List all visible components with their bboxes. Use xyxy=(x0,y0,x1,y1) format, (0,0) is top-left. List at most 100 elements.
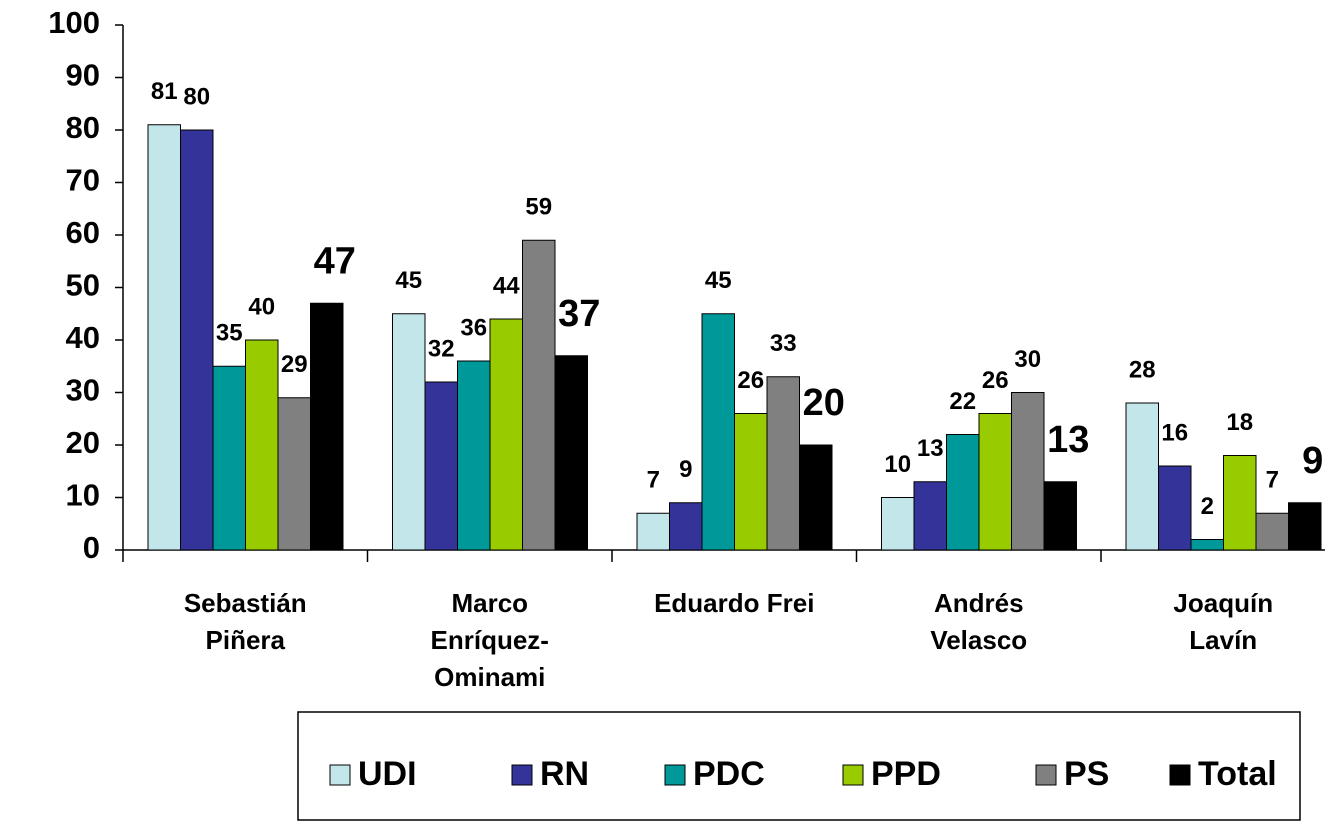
data-label: 81 xyxy=(151,78,178,105)
data-label: 36 xyxy=(460,314,487,341)
legend-label: Total xyxy=(1198,755,1277,793)
data-label: 32 xyxy=(428,335,455,362)
y-tick-label: 70 xyxy=(66,163,100,198)
data-label: 26 xyxy=(982,367,1009,394)
bar xyxy=(489,318,523,551)
y-tick-label: 90 xyxy=(66,58,100,93)
x-tick-label-line: Eduardo Frei xyxy=(654,588,814,618)
legend-label: UDI xyxy=(358,755,417,793)
bar xyxy=(277,397,311,551)
data-label: 26 xyxy=(737,367,764,394)
bar xyxy=(701,313,735,551)
x-tick-label: Andrés Velasco xyxy=(930,588,1027,655)
bar xyxy=(946,434,980,551)
y-tick-label: 40 xyxy=(66,320,100,355)
data-label: 9 xyxy=(679,456,692,483)
data-label: 13 xyxy=(1047,419,1089,461)
bar xyxy=(522,239,556,551)
bar xyxy=(310,302,344,551)
y-tick-label: 60 xyxy=(66,215,100,250)
x-tick-label: Marco Enríquez- Ominami xyxy=(431,588,549,692)
bar xyxy=(1158,465,1192,551)
data-label: 44 xyxy=(493,272,520,299)
bar xyxy=(212,365,246,551)
legend-swatch xyxy=(329,764,351,786)
bar xyxy=(1011,392,1045,551)
legend-swatch xyxy=(1169,764,1191,786)
data-label: 40 xyxy=(248,293,275,320)
legend-swatch xyxy=(1035,764,1057,786)
data-label: 30 xyxy=(1014,346,1041,373)
legend-label: RN xyxy=(540,755,589,793)
y-tick-label: 10 xyxy=(66,478,100,513)
y-tick-label: 30 xyxy=(66,373,100,408)
data-label: 20 xyxy=(803,382,845,424)
bar xyxy=(881,497,915,551)
data-label: 7 xyxy=(1266,467,1279,494)
bar xyxy=(1125,402,1159,551)
data-label: 80 xyxy=(183,83,210,110)
x-tick-label: Sebastián Piñera xyxy=(184,588,307,655)
data-label: 59 xyxy=(525,194,552,221)
data-label: 37 xyxy=(558,293,600,335)
bar xyxy=(554,355,588,551)
bar xyxy=(424,381,458,551)
bar xyxy=(734,413,768,551)
legend-label: PDC xyxy=(693,755,765,793)
legend-label: PPD xyxy=(871,755,941,793)
x-tick-label-line: Andrés xyxy=(934,588,1024,618)
y-tick-label: 20 xyxy=(66,425,100,460)
data-label: 18 xyxy=(1226,409,1253,436)
bar xyxy=(636,512,670,551)
x-tick-label: Eduardo Frei xyxy=(654,588,814,618)
x-tick-label: Joaquín Lavín xyxy=(1173,588,1273,655)
data-label: 7 xyxy=(647,467,660,494)
data-label: 16 xyxy=(1161,419,1188,446)
bar xyxy=(392,313,426,551)
y-tick-label: 50 xyxy=(66,268,100,303)
data-label: 28 xyxy=(1129,356,1156,383)
legend-box xyxy=(297,711,1301,821)
data-label: 35 xyxy=(216,320,243,347)
x-tick-label-line: Piñera xyxy=(206,625,286,655)
legend-swatch xyxy=(664,764,686,786)
x-tick-label-line: Lavín xyxy=(1189,625,1257,655)
bar xyxy=(799,444,833,551)
data-label: 9 xyxy=(1302,440,1323,482)
bar xyxy=(766,376,800,551)
bar xyxy=(457,360,491,551)
data-label: 13 xyxy=(917,435,944,462)
x-tick-label-line: Velasco xyxy=(930,625,1027,655)
data-label: 10 xyxy=(884,451,911,478)
x-tick-label-line: Joaquín xyxy=(1173,588,1273,618)
y-tick-label: 80 xyxy=(66,110,100,145)
bar xyxy=(1223,455,1257,551)
x-tick-label-line: Enríquez- xyxy=(431,625,549,655)
data-label: 33 xyxy=(770,330,797,357)
x-tick-label-line: Ominami xyxy=(434,662,545,692)
legend-swatch xyxy=(511,764,533,786)
bar xyxy=(147,124,181,551)
bar xyxy=(1255,512,1289,551)
data-label: 29 xyxy=(281,351,308,378)
data-label: 47 xyxy=(314,240,356,282)
data-label: 45 xyxy=(705,267,732,294)
bar xyxy=(669,502,703,551)
x-tick-label-line: Sebastián xyxy=(184,588,307,618)
bar xyxy=(1043,481,1077,551)
bar xyxy=(978,413,1012,551)
bar xyxy=(1288,502,1322,551)
data-label: 45 xyxy=(395,267,422,294)
x-tick-label-line: Marco xyxy=(451,588,528,618)
data-label: 22 xyxy=(949,388,976,415)
bar xyxy=(245,339,279,551)
bar xyxy=(1190,539,1224,551)
bar xyxy=(913,481,947,551)
bar xyxy=(180,129,214,551)
legend-swatch xyxy=(842,764,864,786)
legend-label: PS xyxy=(1064,755,1109,793)
data-label: 2 xyxy=(1201,493,1214,520)
y-tick-label: 0 xyxy=(83,530,100,565)
y-tick-label: 100 xyxy=(48,5,100,40)
